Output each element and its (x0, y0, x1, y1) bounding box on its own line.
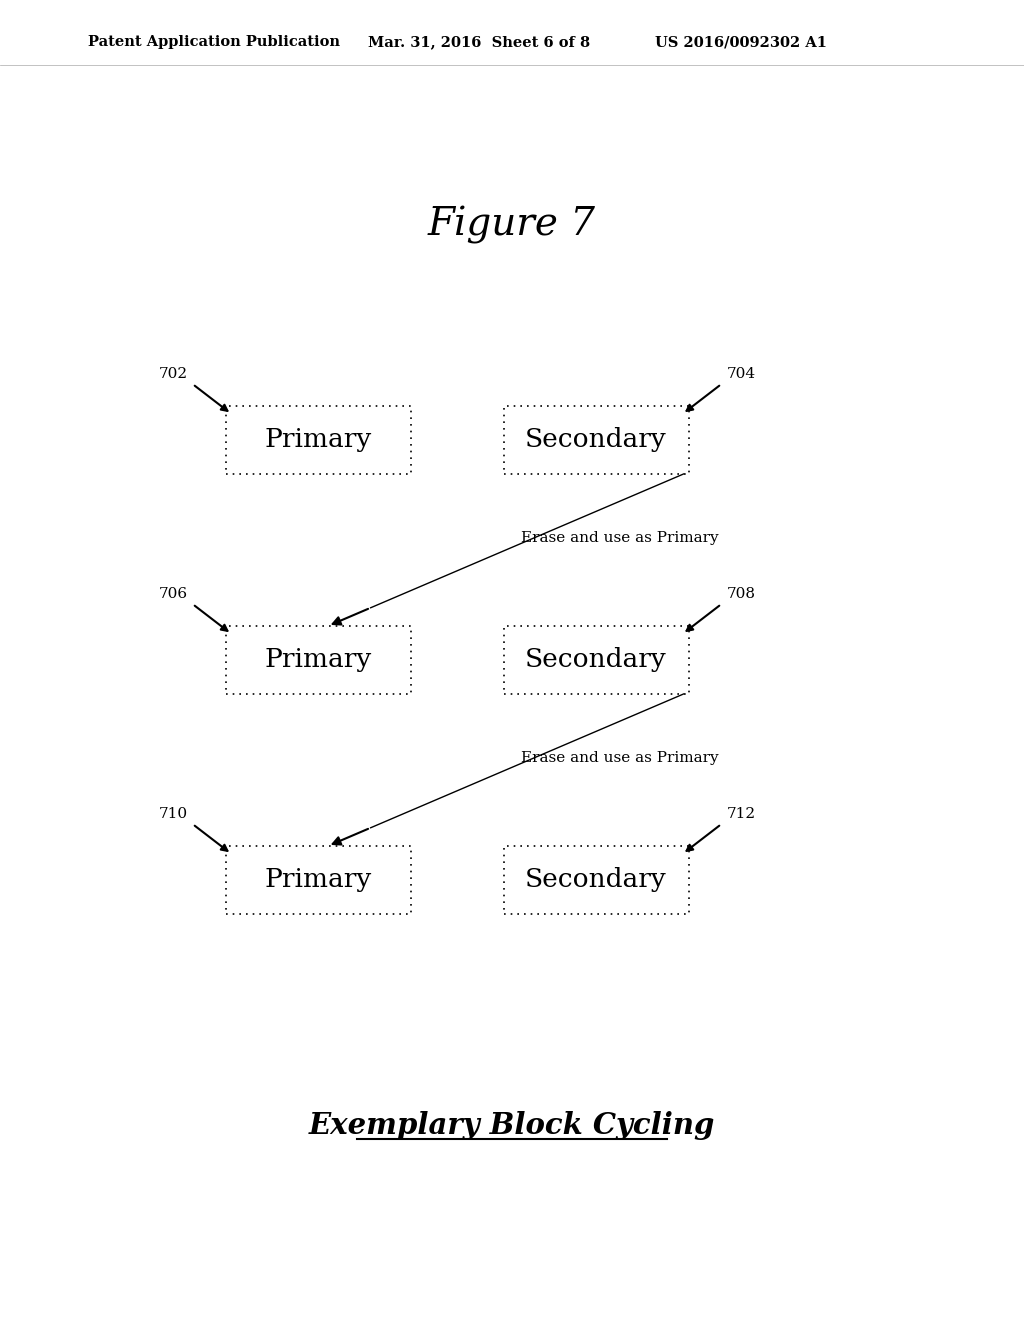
Text: 712: 712 (726, 807, 756, 821)
Text: Erase and use as Primary: Erase and use as Primary (521, 751, 719, 766)
Text: Secondary: Secondary (525, 648, 667, 672)
Text: 706: 706 (159, 587, 187, 601)
Text: 708: 708 (726, 587, 756, 601)
Text: Secondary: Secondary (525, 867, 667, 892)
Text: Erase and use as Primary: Erase and use as Primary (521, 531, 719, 545)
Text: US 2016/0092302 A1: US 2016/0092302 A1 (655, 36, 827, 49)
Text: Patent Application Publication: Patent Application Publication (88, 36, 340, 49)
Bar (225, 407, 411, 474)
Text: 704: 704 (726, 367, 756, 381)
Text: Figure 7: Figure 7 (428, 206, 596, 244)
Bar (225, 846, 411, 913)
Text: Secondary: Secondary (525, 428, 667, 453)
Text: 710: 710 (159, 807, 187, 821)
Bar (504, 846, 688, 913)
Text: Mar. 31, 2016  Sheet 6 of 8: Mar. 31, 2016 Sheet 6 of 8 (368, 36, 590, 49)
Text: Primary: Primary (264, 867, 372, 892)
Bar (225, 626, 411, 694)
Text: Primary: Primary (264, 428, 372, 453)
Bar (504, 407, 688, 474)
Text: Primary: Primary (264, 648, 372, 672)
Text: Exemplary Block Cycling: Exemplary Block Cycling (309, 1110, 715, 1139)
Bar (504, 626, 688, 694)
Text: 702: 702 (159, 367, 187, 381)
